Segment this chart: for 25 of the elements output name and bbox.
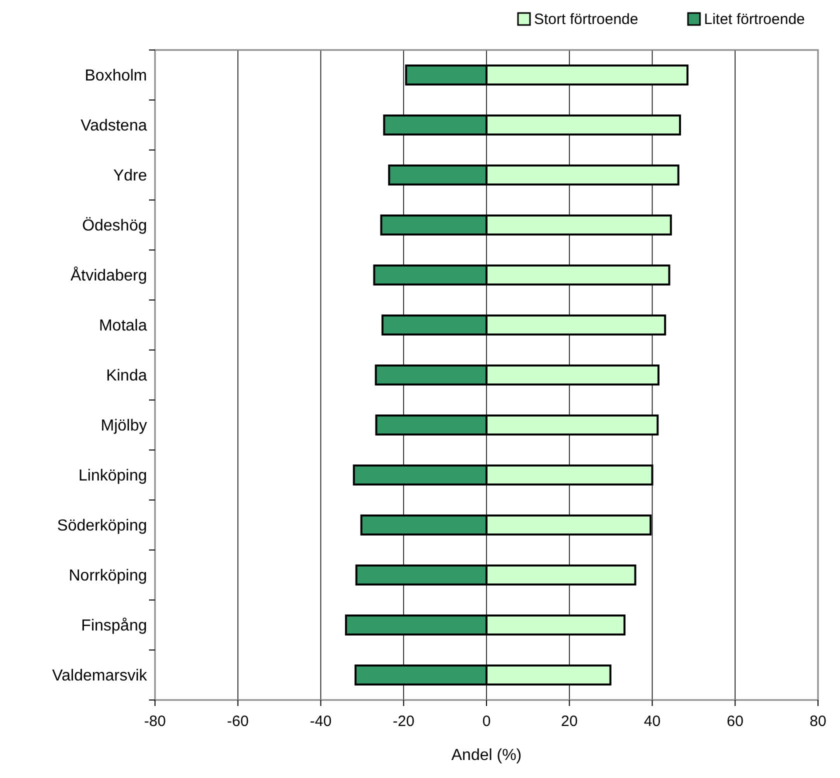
y-tick-label: Söderköping (57, 518, 147, 535)
y-tick-label: Ödeshög (82, 216, 147, 235)
x-axis-title: Andel (%) (451, 747, 522, 764)
legend-label: Litet förtroende (704, 11, 805, 28)
y-tick-label: Norrköping (68, 568, 147, 585)
y-tick-label: Vadstena (80, 118, 148, 135)
x-tick-label: -80 (144, 713, 166, 730)
x-tick-label: -20 (392, 713, 414, 730)
y-tick-label: Boxholm (84, 68, 147, 85)
x-tick-label: 80 (810, 713, 826, 730)
x-tick-label: 40 (644, 713, 661, 730)
x-tick-label: -60 (227, 713, 249, 730)
y-tick-label: Finspång (81, 618, 147, 635)
y-tick-label: Valdemarsvik (52, 668, 148, 685)
x-tick-label: -40 (310, 713, 332, 730)
x-tick-label: 60 (726, 713, 744, 730)
x-tick-label: 0 (482, 713, 491, 730)
y-tick-label: Kinda (106, 368, 148, 385)
legend-label: Stort förtroende (534, 11, 638, 28)
y-tick-label: Ydre (113, 168, 148, 185)
y-tick-label: Åtvidaberg (70, 266, 147, 285)
y-tick-label: Linköping (78, 468, 147, 485)
x-tick-label: 20 (561, 713, 578, 730)
y-tick-label: Motala (98, 318, 148, 335)
y-tick-label: Mjölby (100, 418, 147, 435)
